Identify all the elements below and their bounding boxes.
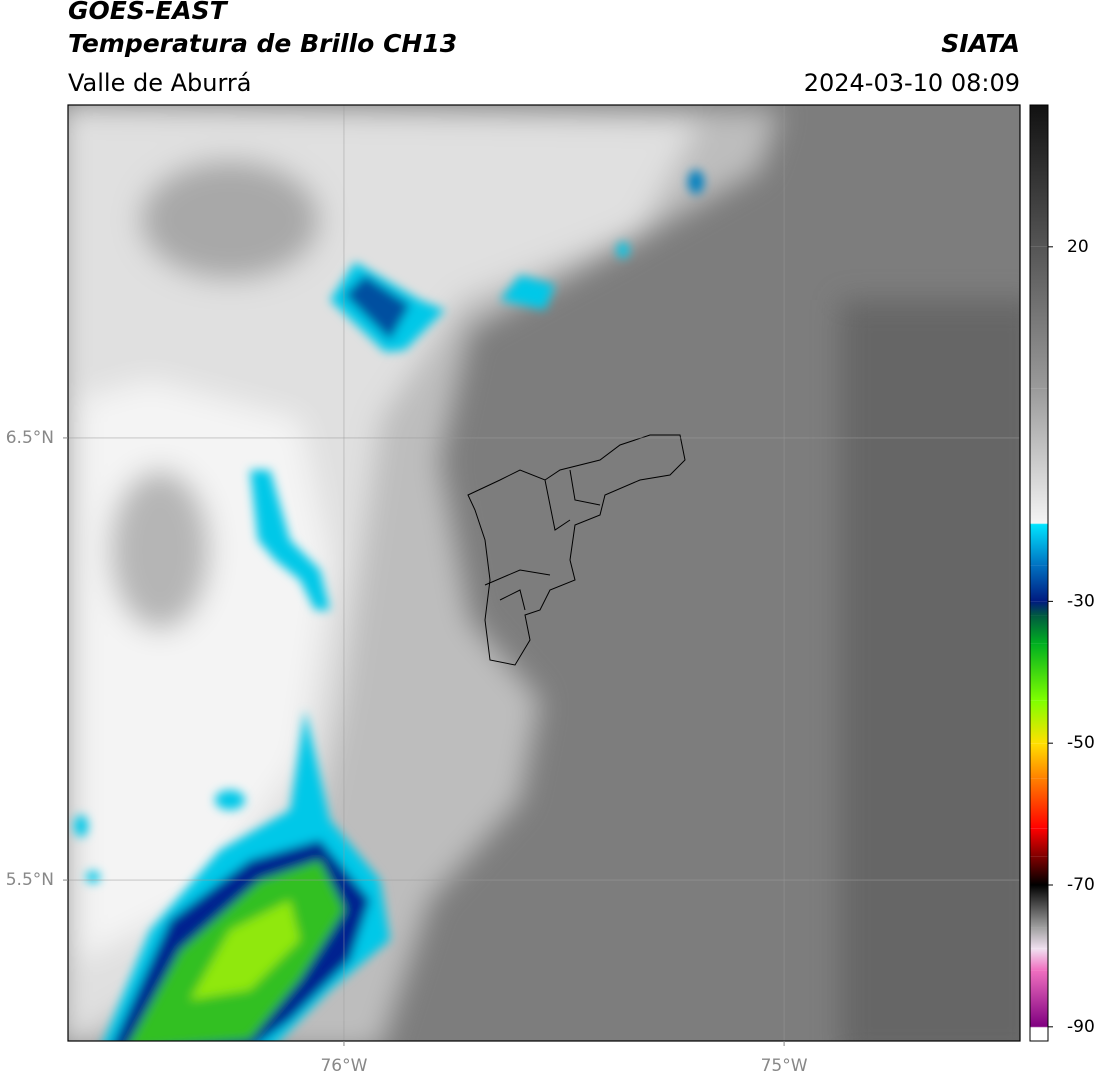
- colorbar-segment: [1030, 388, 1048, 524]
- source: SIATA: [941, 29, 1020, 58]
- colorbar-segment: [1030, 246, 1048, 389]
- colorbar-segment: [1030, 927, 1048, 949]
- colorbar-segment: [1030, 1027, 1048, 1041]
- colorbar-segment: [1030, 828, 1048, 857]
- y-tick-label: 6.5°N: [6, 428, 54, 448]
- subtitle: Temperatura de Brillo CH13: [68, 29, 457, 58]
- colorbar-segment: [1030, 601, 1048, 616]
- colorbar-tick-label: -70: [1067, 875, 1094, 895]
- x-tick-label: 75°W: [761, 1056, 808, 1076]
- colorbar-segment: [1030, 1026, 1048, 1028]
- datetime: 2024-03-10 08:09: [804, 69, 1020, 97]
- map-frame: [67, 104, 1021, 1042]
- title: GOES-EAST: [68, 0, 229, 25]
- municipal-boundaries: [467, 434, 686, 666]
- colorbar-segment: [1030, 643, 1048, 701]
- map-image: [68, 105, 1020, 1041]
- colorbar-tick-label: -30: [1067, 591, 1094, 611]
- colorbar-tick-label: 20: [1067, 237, 1089, 257]
- colorbar-tick-label: -50: [1067, 733, 1094, 753]
- colorbar-segment: [1030, 856, 1048, 885]
- region: Valle de Aburrá: [68, 69, 252, 97]
- colorbar-segment: [1030, 615, 1048, 644]
- colorbar-segment: [1030, 565, 1048, 602]
- x-tick-label: 76°W: [320, 1056, 367, 1076]
- colorbar-tick-label: -90: [1067, 1017, 1094, 1037]
- colorbar-segment: [1030, 743, 1048, 779]
- colorbar-segment: [1030, 778, 1048, 829]
- colorbar-segment: [1030, 523, 1048, 525]
- colorbar-segment: [1030, 524, 1048, 566]
- colorbar-segment: [1030, 970, 1048, 1027]
- colorbar-segment: [1030, 700, 1048, 744]
- colorbar-segment: [1030, 105, 1048, 247]
- colorbar-frame: [1029, 104, 1049, 1042]
- y-tick-label: 5.5°N: [6, 870, 54, 890]
- colorbar-segment: [1030, 948, 1048, 971]
- colorbar-segment: [1030, 885, 1048, 928]
